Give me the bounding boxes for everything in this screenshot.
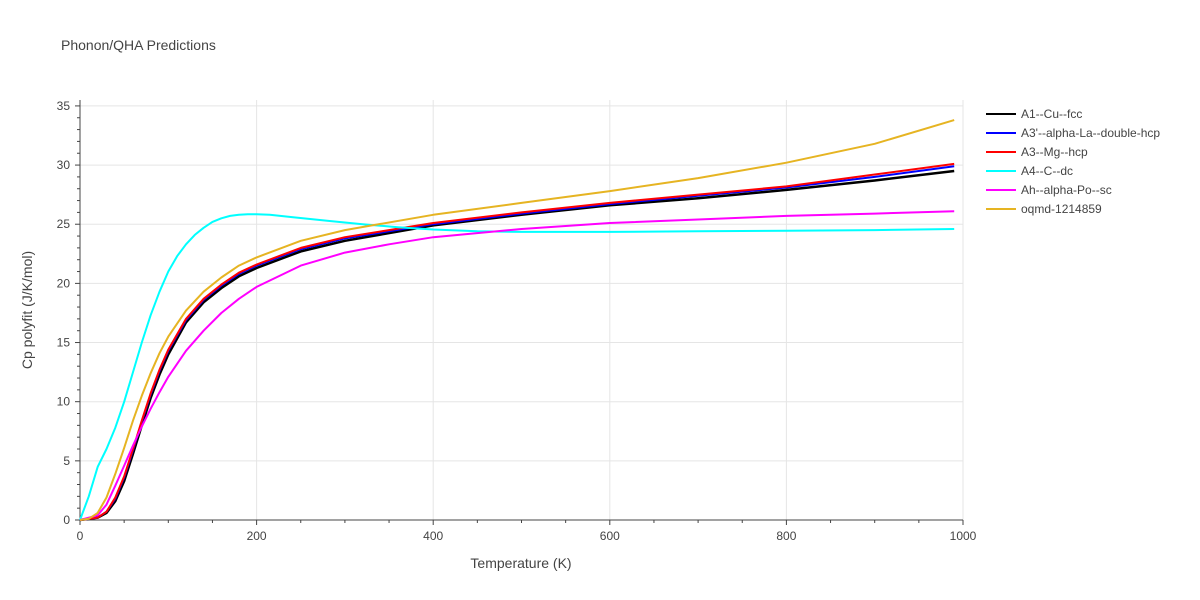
- legend-label: A3--Mg--hcp: [1021, 145, 1088, 159]
- legend-label: A3'--alpha-La--double-hcp: [1021, 126, 1160, 140]
- legend-item[interactable]: A1--Cu--fcc: [986, 107, 1082, 121]
- y-tick-label: 25: [57, 217, 71, 231]
- series-line-4: [79, 210, 955, 521]
- x-tick-label: 200: [247, 529, 267, 543]
- legend-label: Ah--alpha-Po--sc: [1021, 183, 1112, 197]
- series-line-2: [79, 162, 955, 521]
- y-axis-title: Cp polyfit (J/K/mol): [19, 251, 35, 369]
- legend-label: oqmd-1214859: [1021, 202, 1102, 216]
- y-tick-labels: 0 5 10 15 20 25 30 35: [57, 99, 71, 527]
- x-tick-label: 400: [423, 529, 443, 543]
- x-tick-label: 0: [77, 529, 84, 543]
- y-tick-label: 15: [57, 336, 71, 350]
- y-tick-label: 0: [63, 513, 70, 527]
- legend-item[interactable]: A3--Mg--hcp: [986, 145, 1088, 159]
- y-tick-label: 10: [57, 395, 71, 409]
- y-tick-label: 30: [57, 158, 71, 172]
- series-line-3: [79, 213, 955, 521]
- y-tick-label: 5: [63, 454, 70, 468]
- x-tick-label: 1000: [950, 529, 977, 543]
- y-tick-label: 20: [57, 276, 71, 290]
- series-line-5: [79, 119, 955, 521]
- legend-item[interactable]: A4--C--dc: [986, 164, 1073, 178]
- legend-label: A4--C--dc: [1021, 164, 1073, 178]
- y-tick-label: 35: [57, 99, 71, 113]
- grid: [75, 100, 964, 525]
- legend: A1--Cu--fcc A3'--alpha-La--double-hcp A3--…: [986, 107, 1160, 216]
- legend-label: A1--Cu--fcc: [1021, 107, 1082, 121]
- legend-item[interactable]: A3'--alpha-La--double-hcp: [986, 126, 1160, 140]
- legend-item[interactable]: Ah--alpha-Po--sc: [986, 183, 1112, 197]
- legend-item[interactable]: oqmd-1214859: [986, 202, 1102, 216]
- series-lines: [79, 119, 955, 522]
- series-line-0: [79, 169, 955, 522]
- x-tick-label: 600: [600, 529, 620, 543]
- x-tick-label: 800: [776, 529, 796, 543]
- series-line-1: [79, 165, 955, 521]
- x-tick-labels: 0 200 400 600 800 1000: [77, 529, 977, 543]
- chart-title: Phonon/QHA Predictions: [61, 37, 216, 53]
- x-axis-title: Temperature (K): [470, 555, 571, 571]
